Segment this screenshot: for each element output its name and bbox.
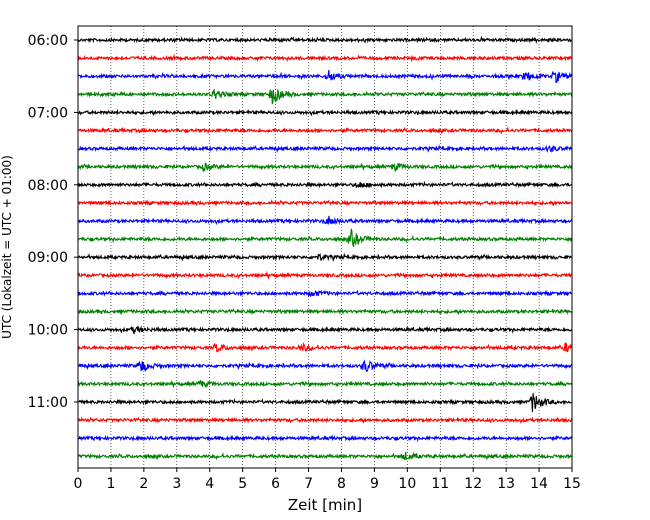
y-tick-label: 10:00 — [28, 323, 68, 339]
trace-1045 — [77, 379, 573, 389]
trace-0630 — [77, 69, 573, 84]
trace-series — [77, 35, 573, 461]
trace-0900 — [77, 252, 573, 262]
plot-frame — [77, 25, 573, 469]
trace-0745 — [77, 162, 573, 173]
x-tick-label: 2 — [139, 476, 148, 492]
trace-1100 — [77, 393, 573, 413]
trace-0645 — [77, 88, 573, 105]
trace-0615 — [77, 53, 573, 63]
trace-0800 — [77, 180, 573, 189]
trace-0945 — [77, 307, 573, 316]
x-tick-label: 5 — [238, 476, 247, 492]
trace-0915 — [77, 270, 573, 280]
x-tick-label: 4 — [205, 476, 214, 492]
trace-0830 — [77, 215, 573, 226]
trace-1000 — [77, 325, 573, 335]
y-axis-ticks: 06:00 07:00 08:00 09:00 10:00 11:00 — [28, 33, 78, 411]
y-tick-label: 08:00 — [28, 178, 68, 194]
x-tick-label: 0 — [74, 476, 83, 492]
x-tick-label: 8 — [337, 476, 346, 492]
x-tick-label: 7 — [304, 476, 313, 492]
x-axis-label: Zeit [min] — [288, 496, 362, 514]
x-axis-ticks: 0 1 2 3 4 5 6 7 8 9 10 11 12 13 14 15 — [74, 468, 581, 492]
x-tick-label: 13 — [497, 476, 515, 492]
trace-0600 — [77, 35, 573, 45]
x-tick-label: 10 — [398, 476, 416, 492]
y-axis-label: UTC (Lokalzeit = UTC + 01:00) — [0, 155, 14, 339]
trace-1130 — [77, 434, 573, 443]
y-tick-label: 06:00 — [28, 33, 68, 49]
y-tick-label: 07:00 — [28, 105, 68, 121]
x-tick-label: 14 — [530, 476, 548, 492]
y-tick-label: 11:00 — [28, 395, 68, 411]
trace-1115 — [77, 416, 573, 425]
trace-0845 — [77, 228, 573, 248]
trace-0815 — [77, 198, 573, 207]
x-tick-label: 1 — [106, 476, 115, 492]
x-tick-label: 15 — [563, 476, 581, 492]
x-tick-label: 11 — [431, 476, 449, 492]
x-tick-label: 6 — [271, 476, 280, 492]
trace-0730 — [77, 144, 573, 153]
trace-1145 — [77, 451, 573, 461]
x-tick-label: 12 — [464, 476, 482, 492]
trace-0700 — [77, 108, 573, 117]
trace-1030 — [77, 359, 573, 373]
x-tick-label: 9 — [370, 476, 379, 492]
x-tick-label: 3 — [172, 476, 181, 492]
y-tick-label: 09:00 — [28, 250, 68, 266]
trace-0715 — [77, 126, 573, 135]
trace-1015 — [77, 341, 573, 353]
trace-0930 — [77, 289, 573, 298]
